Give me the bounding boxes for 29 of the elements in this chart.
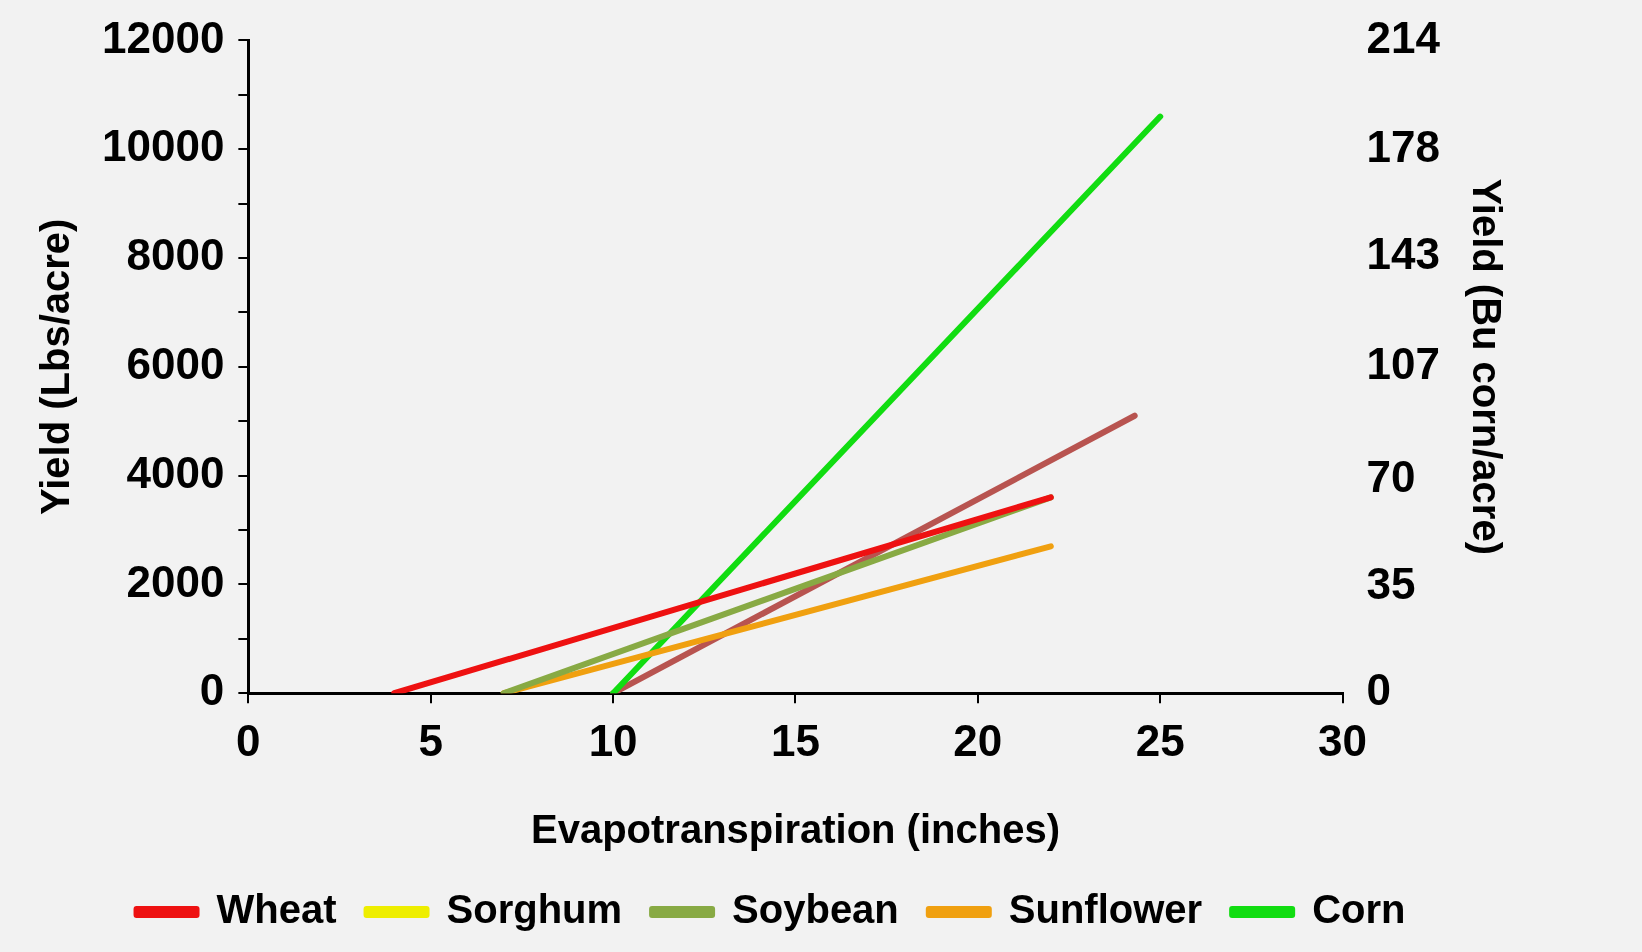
legend-label: Wheat <box>216 887 337 932</box>
x-tick-label: 5 <box>418 715 443 765</box>
x-tick-label: 20 <box>953 715 1003 765</box>
y-tick-label: 12000 <box>101 12 225 62</box>
y2-tick-label: 214 <box>1366 12 1441 62</box>
y-tick-label: 10000 <box>101 121 225 171</box>
x-axis-title: Evapotranspiration (inches) <box>530 807 1060 852</box>
y-tick-label: 6000 <box>126 338 225 388</box>
x-tick-label: 15 <box>770 715 820 765</box>
legend-label: Sorghum <box>446 887 623 932</box>
legend-label: Corn <box>1312 887 1406 932</box>
y2-tick-label: 70 <box>1366 451 1416 501</box>
y2-tick-label: 107 <box>1366 338 1441 388</box>
x-tick-label: 0 <box>236 715 261 765</box>
y-tick-label: 0 <box>199 665 225 715</box>
legend-label: Sunflower <box>1008 887 1203 932</box>
y2-axis-title: Yield (Bu corn/acre) <box>1464 178 1509 555</box>
legend-label: Soybean <box>732 887 899 932</box>
y-tick-label: 8000 <box>126 230 225 280</box>
x-tick-label: 10 <box>588 715 638 765</box>
y2-tick-label: 35 <box>1366 558 1416 608</box>
y-axis-title: Yield (Lbs/acre) <box>33 218 78 515</box>
x-tick-label: 30 <box>1318 715 1368 765</box>
y2-tick-label: 143 <box>1366 229 1441 279</box>
y-tick-label: 4000 <box>126 447 225 497</box>
y-tick-label: 2000 <box>126 556 225 606</box>
y2-tick-label: 0 <box>1366 665 1392 715</box>
x-tick-label: 25 <box>1135 715 1185 765</box>
y2-tick-label: 178 <box>1366 122 1441 172</box>
